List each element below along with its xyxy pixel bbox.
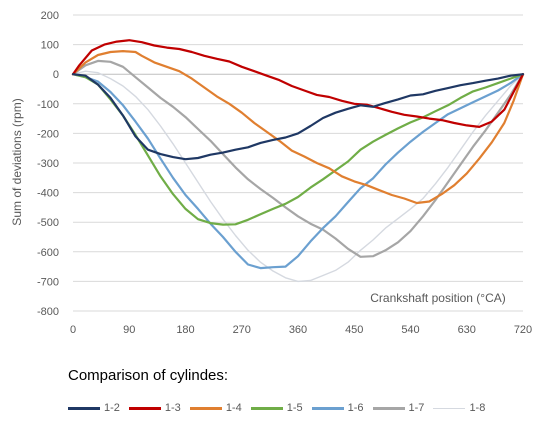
x-tick-label: 720 bbox=[514, 324, 532, 336]
x-tick-label: 630 bbox=[458, 324, 476, 336]
y-tick-label: 200 bbox=[41, 10, 59, 22]
x-tick-label: 270 bbox=[233, 324, 251, 336]
series-line-1-7 bbox=[71, 59, 525, 258]
legend-item-1-2: 1-2 bbox=[68, 402, 120, 414]
x-tick-label: 450 bbox=[345, 324, 363, 336]
legend-swatch bbox=[372, 406, 405, 410]
legend-label: 1-7 bbox=[408, 402, 425, 414]
series-line-1-6 bbox=[71, 73, 525, 270]
legend-swatch bbox=[68, 406, 100, 410]
y-tick-label: -300 bbox=[37, 158, 59, 170]
legend-label: 1-5 bbox=[286, 402, 303, 414]
x-axis-title: Crankshaft position (°CA) bbox=[370, 291, 506, 305]
x-tick-label: 90 bbox=[123, 324, 135, 336]
legend: 1-2 1-3 1-4 1-5 1-6 1-7 1-8 bbox=[68, 398, 494, 418]
legend-title: Comparison of cylindes: bbox=[68, 367, 229, 384]
x-tick-label: 0 bbox=[70, 324, 76, 336]
y-tick-label: -500 bbox=[37, 217, 59, 229]
y-tick-label: 0 bbox=[53, 69, 59, 81]
x-tick-label: 180 bbox=[176, 324, 194, 336]
x-tick-labels: 0 90 180 270 360 450 540 630 720 bbox=[70, 324, 532, 336]
legend-swatch bbox=[250, 406, 283, 410]
legend-swatch bbox=[311, 406, 344, 410]
series-line-1-2 bbox=[71, 73, 525, 161]
legend-item-1-4: 1-4 bbox=[189, 402, 242, 414]
series-line-1-5 bbox=[71, 73, 525, 226]
legend-swatch bbox=[433, 407, 466, 409]
y-tick-label: -200 bbox=[37, 128, 59, 140]
legend-label: 1-6 bbox=[347, 402, 364, 414]
y-tick-label: -400 bbox=[37, 188, 59, 200]
legend-item-1-6: 1-6 bbox=[311, 402, 364, 414]
grid-lines bbox=[73, 14, 523, 312]
series-lines bbox=[71, 39, 525, 283]
legend-label: 1-8 bbox=[469, 402, 486, 414]
legend-label: 1-2 bbox=[104, 402, 120, 414]
y-tick-label: -600 bbox=[37, 247, 59, 259]
legend-item-1-3: 1-3 bbox=[128, 402, 181, 414]
legend-item-1-8: 1-8 bbox=[433, 402, 485, 414]
series-line-1-8 bbox=[72, 70, 524, 283]
series-line-1-4 bbox=[71, 50, 525, 205]
legend-label: 1-3 bbox=[164, 402, 181, 414]
y-axis-title: Sum of deviations (rpm) bbox=[10, 98, 24, 225]
x-tick-label: 540 bbox=[401, 324, 419, 336]
legend-item-1-7: 1-7 bbox=[372, 402, 425, 414]
series-line-1-3 bbox=[71, 39, 525, 128]
legend-label: 1-4 bbox=[225, 402, 242, 414]
y-tick-labels: 200 100 0 -100 -200 -300 -400 -500 -600 -700 -800 bbox=[37, 10, 59, 318]
x-tick-label: 360 bbox=[289, 324, 307, 336]
legend-swatch bbox=[128, 406, 161, 410]
y-tick-label: -800 bbox=[37, 306, 59, 318]
y-tick-label: -100 bbox=[37, 99, 59, 111]
legend-swatch bbox=[189, 406, 222, 410]
y-tick-label: -700 bbox=[37, 276, 59, 288]
line-chart: 2001000-100-200-300-400-500-600-700-800 … bbox=[10, 10, 532, 336]
legend-item-1-5: 1-5 bbox=[250, 402, 303, 414]
x-axis-title-background bbox=[350, 290, 528, 304]
y-tick-label: 100 bbox=[41, 40, 59, 52]
